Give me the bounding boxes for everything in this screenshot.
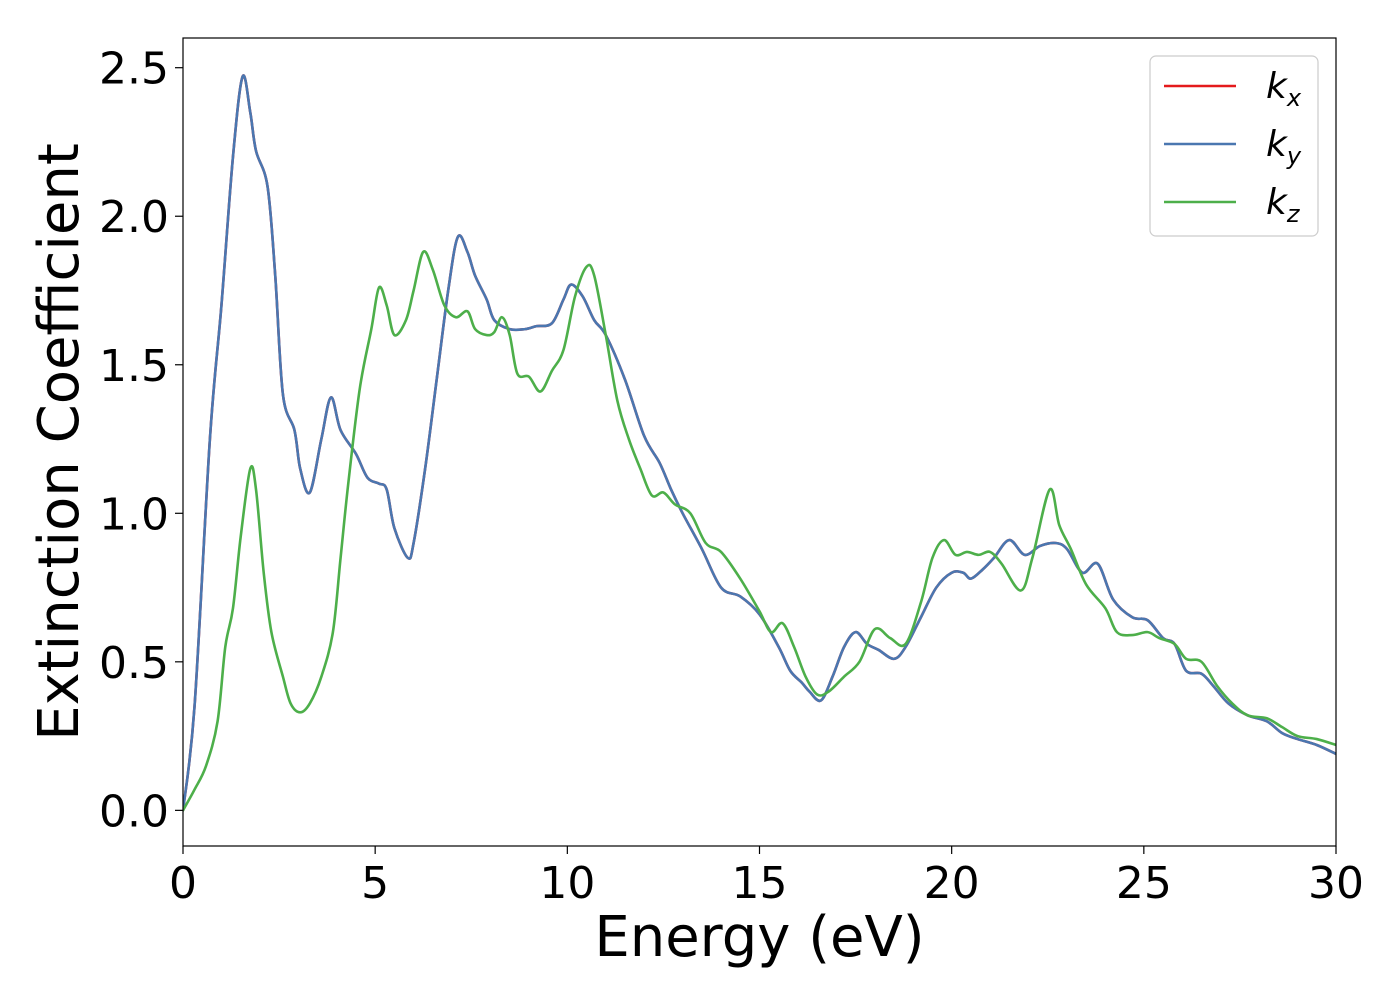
series-layer bbox=[183, 74, 1336, 812]
series-line-kz bbox=[183, 249, 1336, 812]
x-tick-label: 25 bbox=[1116, 858, 1172, 909]
x-axis-label: Energy (eV) bbox=[594, 905, 924, 970]
x-axis-ticks: 0 5 10 15 20 25 30 bbox=[169, 846, 1364, 909]
legend-label-main: k bbox=[1266, 182, 1289, 223]
y-tick-label: 1.5 bbox=[99, 341, 169, 392]
y-axis-ticks: 0.0 0.5 1.0 1.5 2.0 2.5 bbox=[99, 44, 183, 837]
legend-label-main: k bbox=[1266, 124, 1289, 165]
legend-box bbox=[1149, 55, 1319, 237]
legend-label-subscript: x bbox=[1286, 84, 1302, 112]
y-tick-label: 0.0 bbox=[99, 786, 169, 837]
series-line-ky bbox=[183, 74, 1336, 812]
legend-label-ky: ky bbox=[1266, 124, 1302, 170]
x-tick-label: 10 bbox=[539, 858, 595, 909]
legend-label-subscript: z bbox=[1286, 200, 1301, 228]
legend-label-subscript: y bbox=[1286, 142, 1302, 170]
y-tick-label: 2.0 bbox=[99, 192, 169, 243]
legend-label-kz: kz bbox=[1266, 182, 1301, 228]
y-tick-label: 0.5 bbox=[99, 638, 169, 689]
x-tick-label: 5 bbox=[361, 858, 389, 909]
legend-label-kx: kx bbox=[1266, 66, 1302, 112]
y-tick-label: 2.5 bbox=[99, 44, 169, 95]
x-tick-label: 15 bbox=[732, 858, 788, 909]
legend-label-main: k bbox=[1266, 66, 1289, 107]
x-tick-label: 20 bbox=[924, 858, 980, 909]
x-tick-label: 30 bbox=[1308, 858, 1364, 909]
x-tick-label: 0 bbox=[169, 858, 197, 909]
y-tick-label: 1.0 bbox=[99, 489, 169, 540]
y-axis-label: Extinction Coefficient bbox=[27, 143, 92, 741]
